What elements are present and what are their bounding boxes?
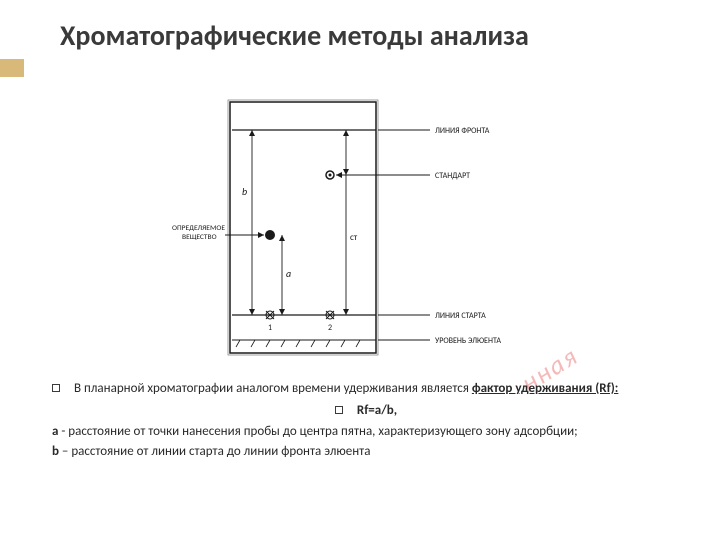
bullet-icon	[335, 406, 343, 414]
label-standard: СТАНДАРТ	[435, 171, 470, 181]
bullet-formula: Rf=a/b,	[52, 402, 680, 420]
label-b: b	[242, 185, 247, 198]
definition-a: a - расстояние от точки нанесения пробы …	[52, 423, 680, 441]
label-a: a	[286, 267, 291, 280]
bullet-icon	[52, 384, 60, 392]
body-text: В планарной хроматографии аналогом време…	[52, 380, 680, 462]
label-n1: 1	[268, 323, 272, 333]
bullet-1-text: В планарной хроматографии аналогом време…	[74, 380, 618, 398]
formula-text: Rf=a/b,	[357, 402, 397, 420]
definition-b: b – расстояние от линии старта до линии …	[52, 443, 680, 461]
label-substance-1: ОПРЕДЕЛЯЕМОЕ	[172, 224, 225, 233]
label-front-line: ЛИНИЯ ФРОНТА	[435, 126, 490, 136]
label-start-line: ЛИНИЯ СТАРТА	[435, 311, 486, 321]
label-eluent: УРОВЕНЬ ЭЛЮЕНТА	[435, 336, 501, 346]
page-title: Хроматографические методы анализа	[60, 18, 690, 53]
label-st: ст	[350, 232, 358, 243]
accent-bar	[0, 59, 24, 77]
tlc-diagram: ЛИНИЯ ФРОНТА СТАНДАРТ ст ОПРЕДЕЛЯЕМОЕ ВЕ…	[170, 95, 560, 370]
bullet-1: В планарной хроматографии аналогом време…	[52, 380, 680, 398]
label-n2: 2	[328, 323, 332, 333]
label-substance-2: ВЕЩЕСТВО	[182, 233, 217, 242]
